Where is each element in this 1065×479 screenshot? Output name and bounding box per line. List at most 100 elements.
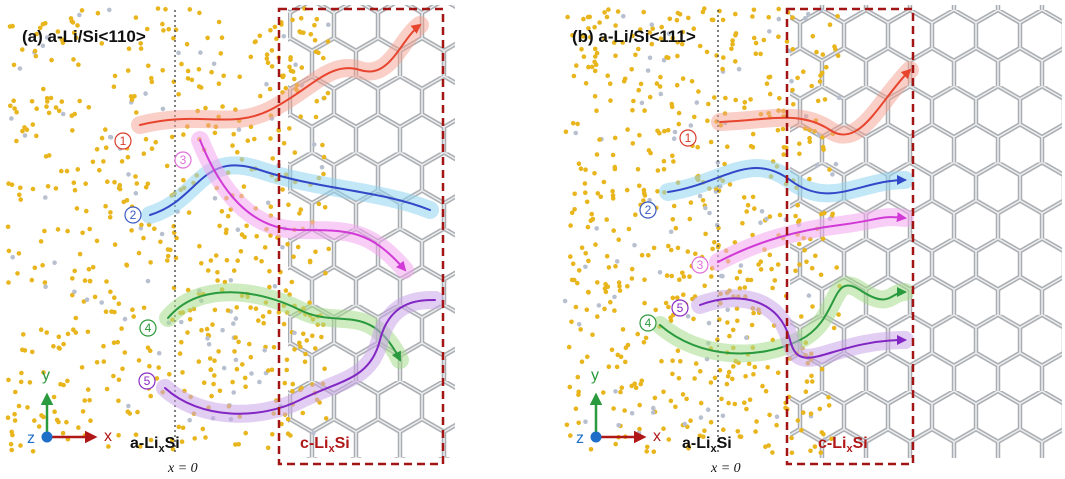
li-atom: [12, 412, 17, 417]
path-number: 5: [144, 374, 151, 388]
li-atom: [595, 51, 600, 56]
li-atom: [166, 254, 171, 259]
li-atom: [270, 48, 275, 53]
li-atom: [273, 25, 278, 30]
li-atom: [95, 147, 100, 152]
li-atom: [8, 104, 13, 109]
li-atom: [254, 306, 259, 311]
li-atom: [160, 232, 165, 237]
li-atom: [602, 10, 607, 15]
li-atom: [266, 60, 271, 65]
li-atom: [655, 129, 660, 134]
path-number: 5: [677, 301, 684, 315]
li-atom: [148, 394, 153, 399]
li-atom: [637, 431, 642, 436]
li-atom: [835, 14, 840, 19]
li-atom: [76, 167, 81, 172]
li-atom: [160, 22, 165, 27]
li-atom: [597, 20, 602, 25]
li-atom: [181, 132, 186, 137]
li-atom: [96, 11, 101, 16]
li-atom: [746, 203, 751, 208]
li-atom: [116, 399, 121, 404]
li-atom: [645, 445, 650, 450]
li-atom: [618, 390, 623, 395]
path-number: 1: [685, 131, 692, 145]
z-axis-label: z: [27, 430, 35, 447]
li-atom: [673, 405, 678, 410]
li-atom: [583, 265, 588, 270]
li-atom: [267, 269, 272, 274]
li-atom: [266, 368, 271, 373]
li-atom: [804, 260, 809, 265]
li-atom: [753, 365, 758, 370]
li-atom: [571, 121, 576, 126]
li-atom: [177, 425, 182, 430]
x-axis-label: x: [653, 428, 661, 445]
li-atom: [313, 250, 318, 255]
li-atom: [61, 431, 66, 436]
li-atom: [776, 128, 781, 133]
li-atom: [197, 244, 202, 249]
li-atom: [810, 266, 815, 271]
li-atom: [818, 407, 823, 412]
li-atom: [317, 202, 322, 207]
li-atom: [198, 50, 203, 55]
li-atom: [670, 358, 675, 363]
li-atom: [754, 419, 759, 424]
li-atom: [608, 98, 613, 103]
li-atom: [6, 225, 11, 230]
li-atom: [749, 278, 754, 283]
li-atom: [570, 211, 575, 216]
origin-label: x = 0: [167, 461, 198, 476]
li-atom: [54, 105, 59, 110]
li-atom: [688, 217, 693, 222]
li-atom: [564, 130, 569, 135]
li-atom: [205, 36, 210, 41]
li-atom: [768, 92, 773, 97]
li-atom: [821, 237, 826, 242]
li-atom: [612, 295, 617, 300]
li-atom: [57, 335, 62, 340]
li-atom: [575, 281, 580, 286]
li-atom: [42, 229, 47, 234]
li-atom: [17, 251, 22, 256]
li-atom: [131, 314, 136, 319]
li-atom: [80, 365, 85, 370]
li-atom: [269, 204, 274, 209]
li-atom: [702, 6, 707, 11]
path-number: 2: [645, 203, 652, 217]
li-atom: [321, 172, 326, 177]
li-atom: [617, 284, 622, 289]
li-atom: [142, 151, 147, 156]
li-atom: [604, 217, 609, 222]
li-atom: [127, 46, 132, 51]
li-atom: [267, 310, 272, 315]
li-atom: [620, 385, 625, 390]
li-atom: [108, 290, 113, 295]
li-atom: [719, 397, 724, 402]
li-atom: [703, 206, 708, 211]
li-atom: [209, 258, 214, 263]
li-atom: [676, 11, 681, 16]
li-atom: [606, 7, 611, 12]
li-atom: [211, 382, 216, 387]
li-atom: [591, 217, 596, 222]
li-atom: [11, 99, 16, 104]
li-atom: [611, 153, 616, 158]
li-atom: [632, 243, 637, 248]
crystal-label-main: c-Li: [300, 435, 328, 452]
li-atom: [623, 360, 628, 365]
li-atom: [111, 374, 116, 379]
li-atom: [146, 64, 151, 69]
li-atom: [156, 365, 161, 370]
li-atom: [611, 228, 616, 233]
li-atom: [712, 240, 717, 245]
li-atom: [666, 128, 671, 133]
li-atom: [642, 277, 647, 282]
li-atom: [165, 258, 170, 263]
li-atom: [105, 179, 110, 184]
li-atom: [197, 11, 202, 16]
li-atom: [70, 113, 75, 118]
li-atom: [753, 429, 758, 434]
